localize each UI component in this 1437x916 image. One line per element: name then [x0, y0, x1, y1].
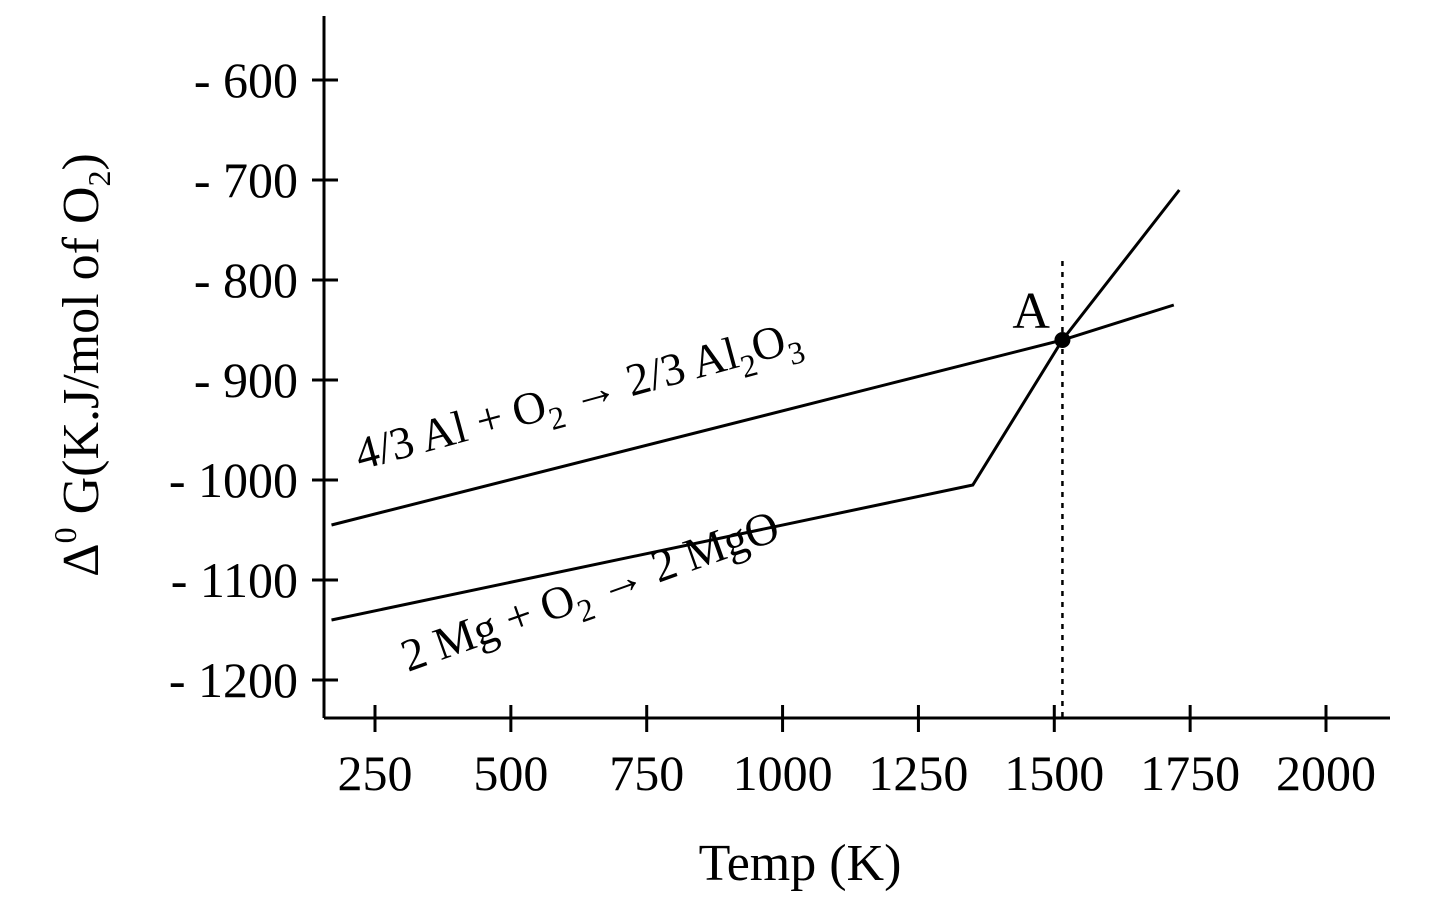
intersection-point-a-label: A: [1012, 283, 1050, 340]
x-tick-label-1500: 1500: [1004, 745, 1104, 801]
x-axis-title: Temp (K): [699, 835, 902, 892]
y-axis-title-subscript: 2: [81, 171, 117, 187]
x-tick-label-750: 750: [609, 745, 684, 801]
y-axis-title-superscript: 0: [47, 527, 83, 543]
x-tick-label-500: 500: [473, 745, 548, 801]
y-tick-label-900: - 900: [194, 352, 298, 408]
intersection-point-a: [1054, 332, 1071, 348]
y-axis-title-delta: Δ: [53, 543, 110, 576]
series-label-part: 3: [784, 333, 809, 372]
series-label-part: 2 Mg + O: [394, 573, 581, 682]
series-label-part: 4/3 Al + O: [349, 379, 551, 480]
x-tick-label-1000: 1000: [733, 745, 833, 801]
y-tick-label-1100: - 1100: [171, 552, 298, 608]
x-tick-label-250: 250: [338, 745, 413, 801]
series-label-part: → 2/3 Al: [554, 327, 744, 424]
y-tick-label-1200: - 1200: [169, 652, 298, 708]
y-tick-label-600: - 600: [194, 52, 298, 108]
y-axis-title: Δ0 G(K.J/mol of O2): [47, 153, 117, 577]
y-axis-title-close: ): [53, 153, 110, 170]
x-tick-label-1250: 1250: [868, 745, 968, 801]
x-tick-label-1750: 1750: [1140, 745, 1240, 801]
series-label-part: → 2 MgO: [579, 500, 785, 615]
series-line-magnesium-oxide: [331, 189, 1181, 622]
y-tick-label-700: - 700: [194, 152, 298, 208]
y-axis-title-main: G(K.J/mol of O: [53, 187, 110, 528]
x-tick-label-2000: 2000: [1276, 745, 1376, 801]
y-tick-label-800: - 800: [194, 252, 298, 308]
y-tick-label-1000: - 1000: [169, 452, 298, 508]
